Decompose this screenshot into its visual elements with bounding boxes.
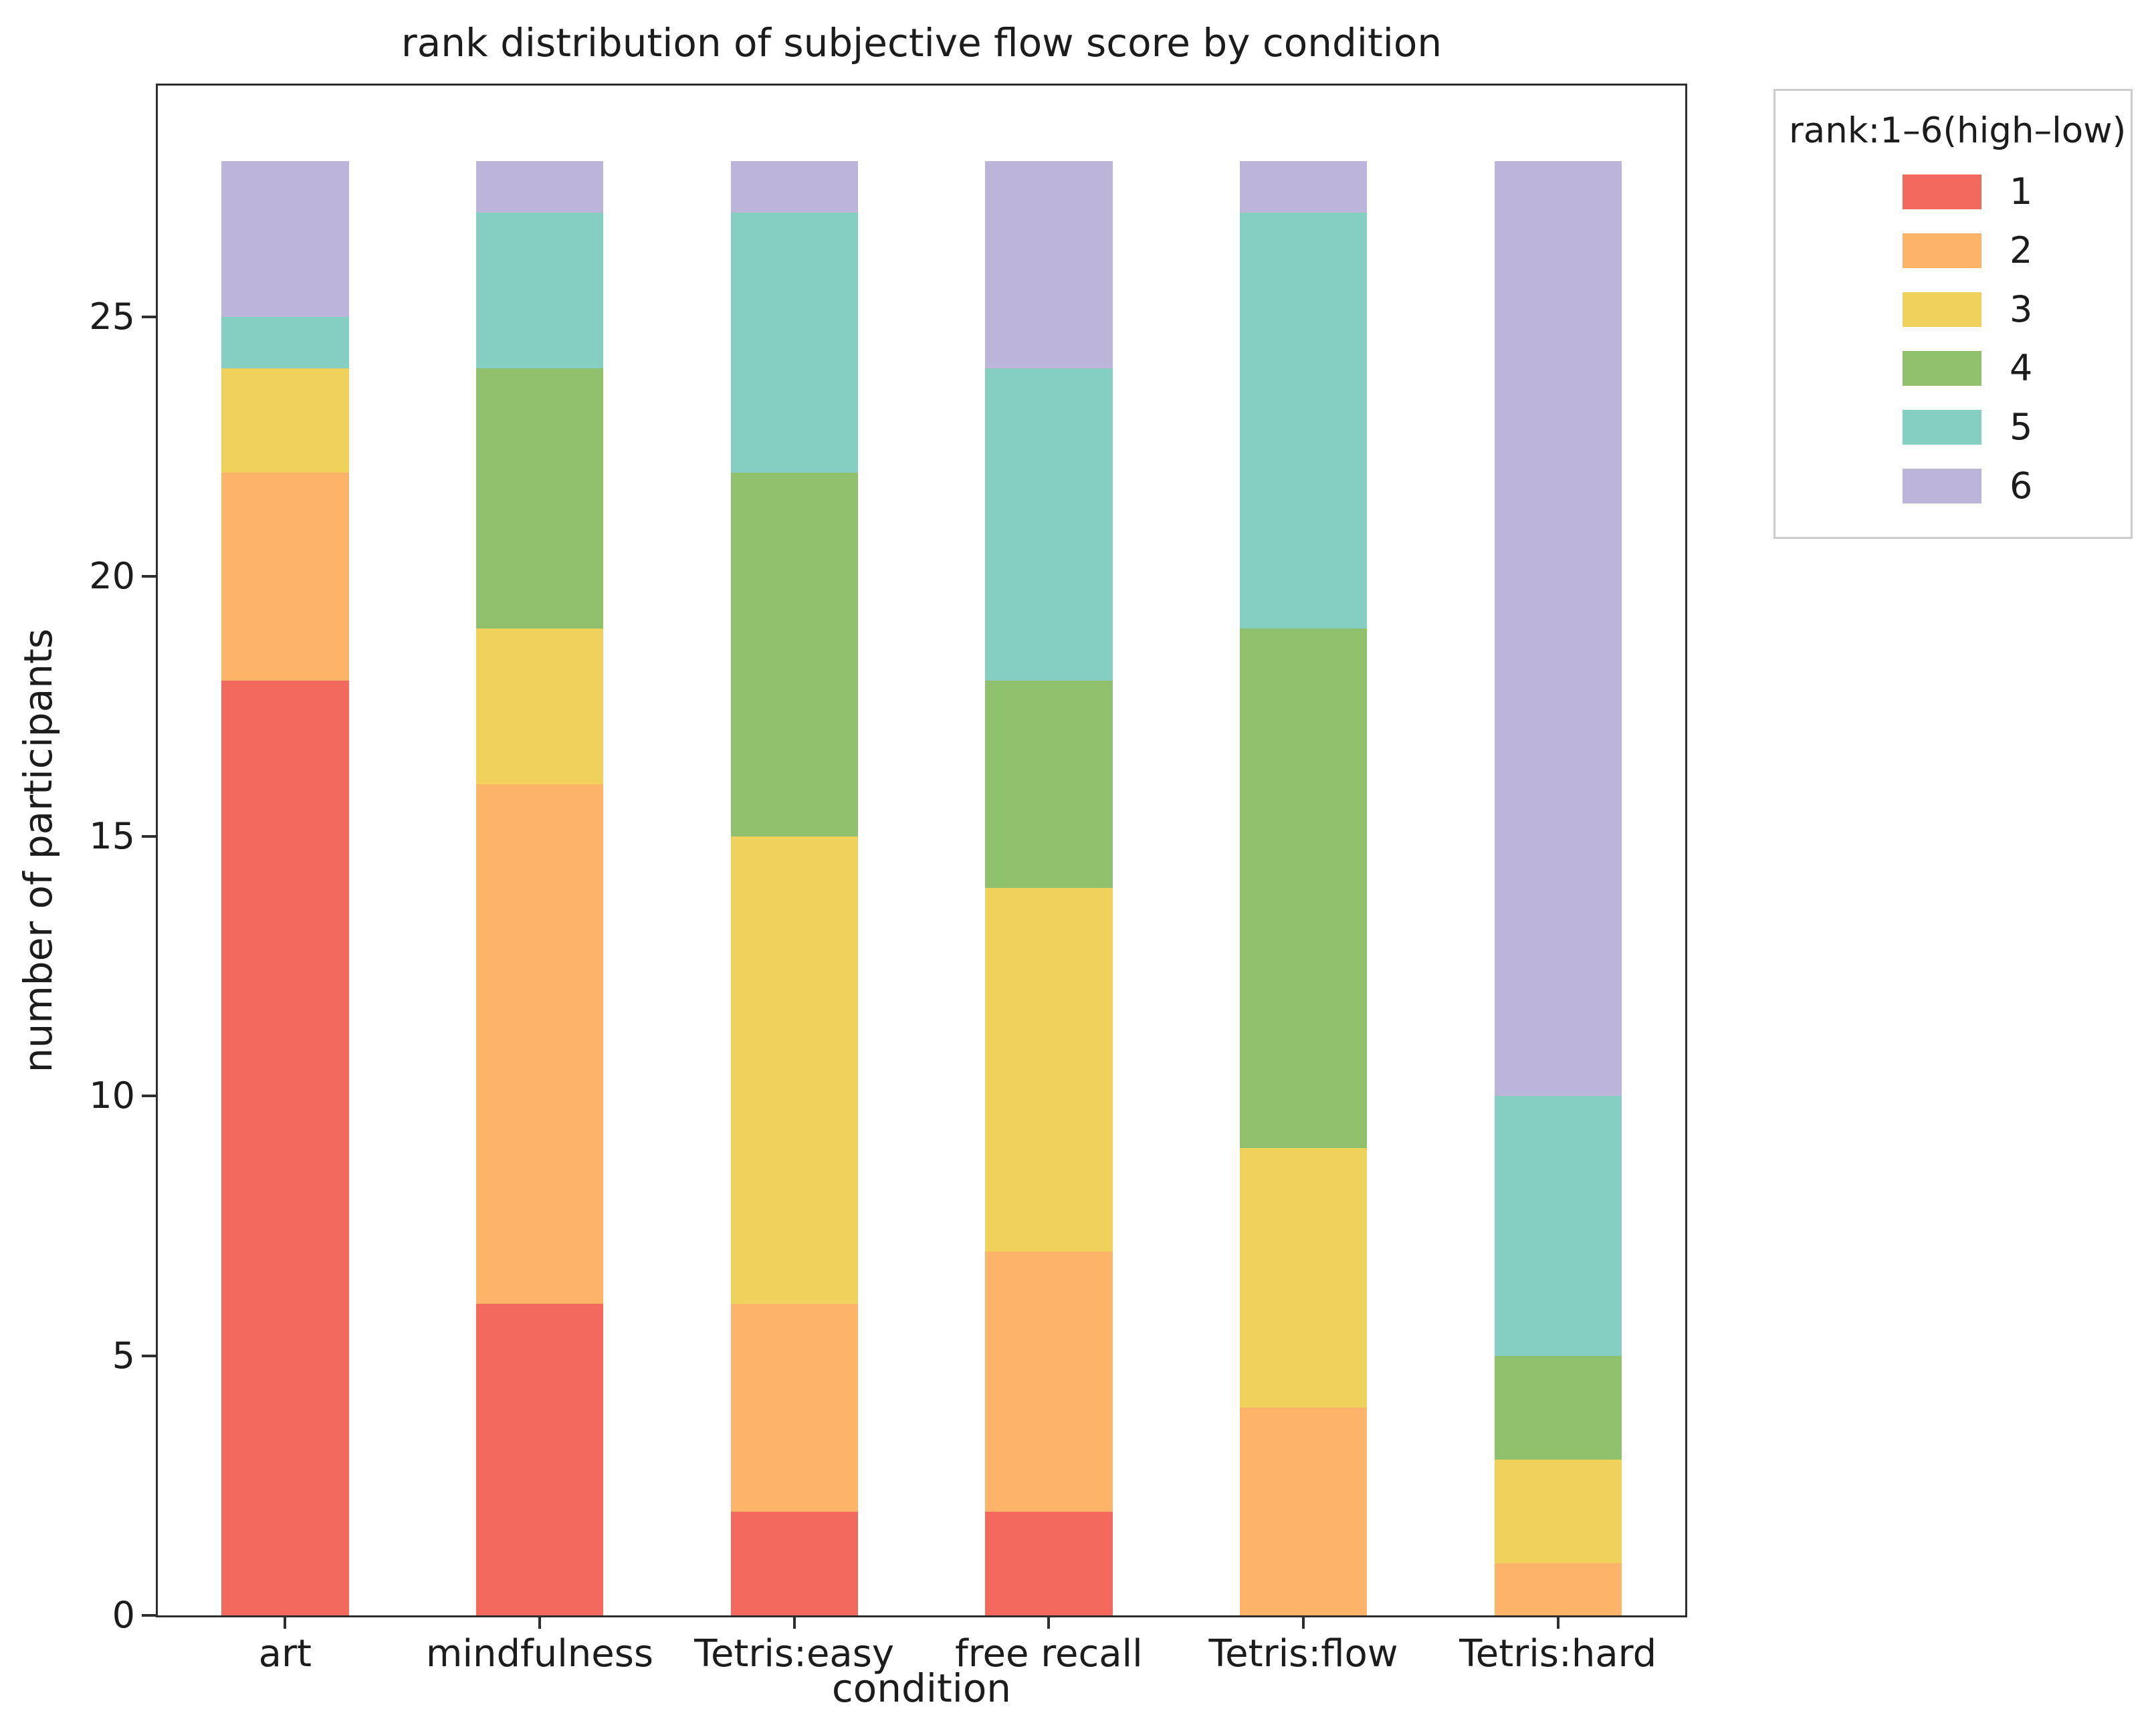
bar-segment-rank-1	[985, 1511, 1113, 1615]
x-tick-label-free-recall: free recall	[954, 1632, 1143, 1676]
legend-label-rank-6: 6	[2010, 464, 2033, 507]
y-tick-label: 25	[89, 295, 135, 338]
y-tick-label: 20	[89, 555, 135, 598]
bar-slot-free-recall	[922, 86, 1176, 1615]
legend-swatch-rank-2	[1903, 233, 1981, 268]
bar-segment-rank-6	[1494, 160, 1622, 1097]
bar-segment-rank-5	[1494, 1096, 1622, 1356]
bar-segment-rank-6	[221, 160, 349, 317]
bar-segment-rank-5	[1239, 213, 1368, 628]
y-tick-mark	[142, 834, 156, 838]
legend-swatch-rank-3	[1903, 292, 1981, 327]
legend-label-rank-2: 2	[2010, 229, 2033, 271]
bar-segment-rank-1	[475, 1303, 604, 1615]
stacked-bar-free-recall	[985, 86, 1113, 1615]
stacked-bars	[158, 86, 1685, 1615]
x-tick-label-tetris-hard: Tetris:hard	[1459, 1632, 1657, 1676]
legend-swatch-rank-5	[1903, 409, 1981, 445]
x-tick-mark	[284, 1615, 287, 1629]
bar-segment-rank-6	[475, 160, 604, 213]
legend-swatch-rank-4	[1903, 350, 1981, 386]
stacked-bar-tetris-flow	[1239, 86, 1368, 1615]
legend-entry-rank-3: 3	[1789, 280, 2117, 339]
y-tick-mark	[142, 1614, 156, 1617]
x-tick-mark	[792, 1615, 796, 1629]
legend-entry-rank-4: 4	[1789, 339, 2117, 398]
legend-entry-rank-6: 6	[1789, 457, 2117, 516]
legend-entry-rank-2: 2	[1789, 221, 2117, 280]
legend-entries: 1 2 3 4 5 6	[1789, 162, 2117, 516]
stacked-bar-tetris-easy	[730, 86, 858, 1615]
legend-swatch-rank-1	[1903, 174, 1981, 209]
y-tick-label: 0	[112, 1594, 135, 1636]
y-tick-mark	[142, 575, 156, 578]
bar-segment-rank-3	[1239, 1147, 1368, 1408]
y-axis-ticks: 0 5 10 15 20 25	[89, 86, 1685, 1633]
stacked-bar-mindfulness	[475, 86, 604, 1615]
bar-segment-rank-6	[1239, 160, 1368, 213]
y-tick-mark	[142, 315, 156, 318]
bar-segment-rank-5	[221, 316, 349, 369]
bar-segment-rank-4	[1494, 1355, 1622, 1460]
y-axis-label: number of participants	[15, 84, 61, 1617]
x-tick-mark	[1556, 1615, 1559, 1629]
x-axis-ticks: art mindfulness Tetris:easy free recall Tetr…	[158, 86, 1685, 1673]
bar-segment-rank-1	[221, 680, 349, 1615]
bar-segment-rank-4	[1239, 628, 1368, 1148]
y-tick-label: 10	[89, 1074, 135, 1117]
bar-segment-rank-2	[1239, 1407, 1368, 1615]
y-tick-mark	[142, 1095, 156, 1098]
legend-label-rank-3: 3	[2010, 288, 2033, 330]
bar-segment-rank-2	[730, 1303, 858, 1512]
bar-segment-rank-2	[475, 784, 604, 1304]
bar-segment-rank-4	[730, 472, 858, 836]
bar-segment-rank-6	[985, 160, 1113, 369]
bar-slot-tetris-hard	[1430, 86, 1685, 1615]
x-tick-label-tetris-flow: Tetris:flow	[1208, 1632, 1398, 1676]
bar-slot-art	[158, 86, 413, 1615]
legend-swatch-rank-6	[1903, 468, 1981, 503]
bar-segment-rank-6	[730, 160, 858, 213]
bar-segment-rank-2	[1494, 1563, 1622, 1615]
x-tick-label-art: art	[258, 1632, 312, 1676]
stacked-bar-art	[221, 86, 349, 1615]
bar-segment-rank-5	[730, 213, 858, 473]
x-axis-label: condition	[831, 1666, 1012, 1711]
bar-slot-mindfulness	[413, 86, 667, 1615]
x-tick-label-mindfulness: mindfulness	[425, 1632, 654, 1676]
bar-segment-rank-5	[475, 213, 604, 369]
bar-segment-rank-3	[475, 628, 604, 784]
legend-label-rank-4: 4	[2010, 346, 2033, 389]
legend-label-rank-1: 1	[2010, 170, 2033, 213]
bar-slot-tetris-flow	[1176, 86, 1431, 1615]
x-tick-label-tetris-easy: Tetris:easy	[694, 1632, 895, 1676]
bar-segment-rank-3	[1494, 1459, 1622, 1564]
y-tick-mark	[142, 1354, 156, 1357]
y-tick-label: 15	[89, 814, 135, 857]
chart-title: rank distribution of subjective flow sco…	[401, 20, 1442, 66]
legend-entry-rank-5: 5	[1789, 398, 2117, 457]
legend-entry-rank-1: 1	[1789, 162, 2117, 221]
y-axis-label-text: number of participants	[15, 628, 61, 1073]
legend-title: rank:1–6(high–low)	[1789, 110, 2127, 151]
bar-segment-rank-3	[985, 888, 1113, 1252]
bar-segment-rank-1	[730, 1511, 858, 1615]
plot-area: 0 5 10 15 20 25 art mindfulness Tetris:easy free…	[89, 84, 1687, 1673]
legend: rank:1–6(high–low) 1 2 3 4 5 6	[1773, 89, 2133, 539]
bar-slot-tetris-easy	[667, 86, 922, 1615]
x-tick-mark	[1302, 1615, 1305, 1629]
bar-segment-rank-5	[985, 368, 1113, 681]
bar-segment-rank-4	[475, 368, 604, 628]
bar-segment-rank-2	[221, 472, 349, 681]
legend-label-rank-5: 5	[2010, 405, 2033, 448]
bar-segment-rank-3	[221, 368, 349, 473]
bar-segment-rank-4	[985, 680, 1113, 889]
y-tick-label: 5	[112, 1334, 135, 1377]
stacked-bar-tetris-hard	[1494, 86, 1622, 1615]
x-tick-mark	[1047, 1615, 1051, 1629]
x-tick-mark	[538, 1615, 541, 1629]
bar-segment-rank-2	[985, 1252, 1113, 1512]
bar-segment-rank-3	[730, 836, 858, 1304]
